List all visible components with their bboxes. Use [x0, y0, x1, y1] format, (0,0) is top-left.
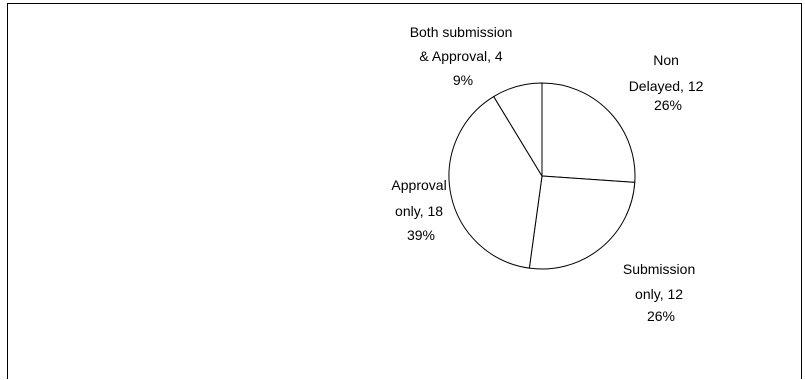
pie-slice-non-delayed — [541, 82, 636, 183]
pie-labels: Non Delayed, 12 26% Submission only, 12 … — [391, 24, 708, 324]
chart-frame — [7, 3, 802, 379]
slice-label-submission-only: Submission only, 12 26% — [623, 261, 699, 324]
pie-slice-submission-only — [528, 175, 636, 270]
pie-slice-both-submission-approval — [492, 82, 543, 178]
slice-label-non-delayed: Non Delayed, 12 26% — [629, 52, 708, 113]
pie-slices — [448, 82, 636, 270]
slice-label-both-submission-approval: Both submission & Approval, 4 9% — [410, 24, 517, 88]
slice-label-approval-only: Approval only, 18 39% — [391, 177, 450, 243]
pie-slice-approval-only — [448, 95, 543, 269]
